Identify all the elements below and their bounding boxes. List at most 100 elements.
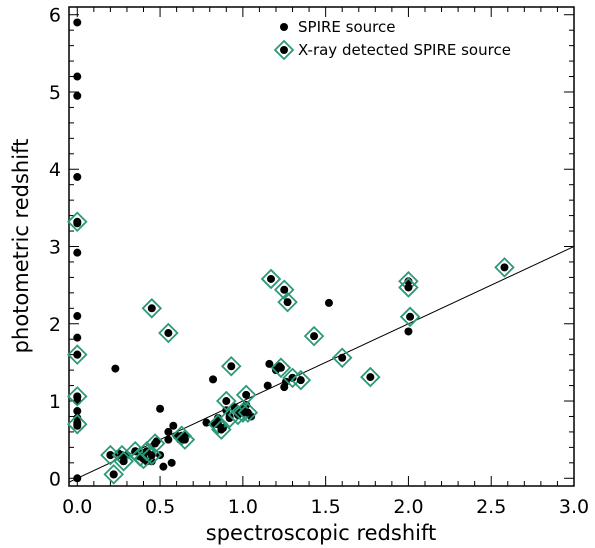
xray-source-point (267, 274, 275, 283)
y-axis-title: photometric redshift (9, 139, 33, 354)
xray-source-point (73, 217, 82, 226)
xray-source-diamond (211, 419, 232, 440)
xray-source-diamond (398, 277, 419, 298)
xray-source-diamond (290, 369, 312, 391)
spire-source-point (164, 427, 173, 436)
xray-source-diamond (158, 322, 179, 344)
xray-source-diamond (113, 451, 134, 472)
xray-source-diamond (67, 413, 88, 435)
xray-source-diamond (141, 298, 163, 319)
legend-label: SPIRE source (298, 18, 395, 36)
spire-source-point (73, 474, 82, 483)
xray-source-diamond (303, 325, 325, 347)
x-tick-label: 1.0 (228, 496, 258, 518)
spire-source-point (263, 381, 272, 390)
legend-xray-marker (280, 46, 288, 54)
xray-source-diamond (277, 291, 298, 313)
xray-source-point (147, 304, 156, 313)
legend-label: X-ray detected SPIRE source (298, 41, 511, 59)
xray-source-point (288, 373, 297, 382)
xray-source-point (73, 392, 82, 401)
axis-tick-labels: 0.0 0.5 1.0 1.5 2.0 2.5 3.0 0 1 2 3 4 5 6 (49, 5, 589, 518)
xray-source-point (151, 439, 160, 448)
xray-source-diamond (237, 402, 259, 423)
xray-source-point (164, 329, 173, 338)
xray-source-point (404, 283, 413, 292)
xray-source-diamond (144, 433, 166, 454)
xray-source-diamond (235, 384, 257, 406)
xray-source-point (109, 470, 118, 479)
xray-source-point (500, 263, 509, 272)
xray-source-diamond (220, 355, 242, 377)
spire-source-point (265, 359, 274, 368)
xray-source-point (119, 457, 128, 466)
xray-source-diamond (67, 386, 88, 407)
xray-source-diamond (360, 366, 381, 388)
y-tick-label: 0 (49, 468, 61, 490)
one-to-one-line (69, 246, 574, 483)
x-tick-label: 0.5 (145, 496, 175, 518)
xray-source-point (296, 376, 305, 385)
xray-source-point (310, 332, 319, 341)
plot-frame (68, 6, 575, 487)
y-tick-label: 4 (49, 159, 61, 181)
x-axis-title: spectroscopic redshift (206, 521, 436, 545)
xray-source-diamond (270, 357, 292, 379)
spire-source-point (281, 377, 290, 386)
xray-source-point (73, 420, 82, 429)
xray-source-diamond (273, 279, 295, 301)
spire-source-point (73, 18, 82, 27)
xray-source-diamond (282, 367, 303, 389)
spire-source-point (324, 298, 333, 307)
xray-source-diamond (216, 390, 237, 412)
spire-source-point (73, 248, 82, 257)
xray-source-point (225, 414, 234, 423)
spire-source-point (209, 375, 218, 384)
xray-source-point (242, 390, 251, 399)
xray-source-diamond (260, 268, 282, 290)
xray-source-point (366, 373, 375, 382)
spire-source-point (111, 364, 120, 373)
xray-source-point (406, 312, 415, 321)
xray-source-point (147, 451, 156, 460)
spire-source-point (73, 312, 82, 321)
xray-source-point (280, 285, 289, 294)
y-tick-label: 2 (49, 314, 61, 336)
xray-source-point (283, 298, 292, 307)
xray-source-diamond (141, 444, 163, 466)
xray-source-diamond (331, 347, 353, 369)
xray-source-point (243, 408, 252, 417)
spire-source-point (169, 421, 178, 430)
axis-ticks (69, 7, 575, 486)
spire-source-point (73, 91, 82, 100)
xray-source-diamond (103, 464, 124, 485)
xray-source-point (106, 451, 115, 460)
spire-source-point (164, 435, 173, 444)
y-tick-label: 3 (49, 237, 61, 259)
x-tick-label: 2.0 (393, 496, 423, 518)
x-tick-label: 3.0 (559, 496, 589, 518)
x-tick-label: 2.5 (476, 496, 506, 518)
x-tick-label: 0.0 (62, 496, 92, 518)
data-points (67, 18, 515, 485)
xray-source-diamond (67, 344, 88, 365)
spire-source-point (167, 458, 176, 467)
xray-source-point (217, 425, 226, 434)
xray-source-point (222, 397, 231, 406)
xray-source-point (276, 363, 285, 372)
xray-source-diamond (399, 306, 421, 328)
xray-source-point (180, 435, 189, 444)
y-tick-label: 5 (49, 82, 61, 104)
legend: SPIRE source X-ray detected SPIRE source (273, 18, 511, 61)
x-tick-label: 1.5 (311, 496, 341, 518)
xray-source-point (338, 353, 347, 362)
spire-source-point (156, 404, 165, 413)
spire-source-point (73, 333, 82, 342)
spire-source-point (404, 327, 413, 336)
xray-source-diamond (67, 211, 88, 233)
one-to-one-line-group (69, 246, 574, 483)
legend-spire-marker (280, 23, 288, 31)
xray-source-point (227, 362, 236, 371)
xray-source-diamond (174, 429, 196, 450)
